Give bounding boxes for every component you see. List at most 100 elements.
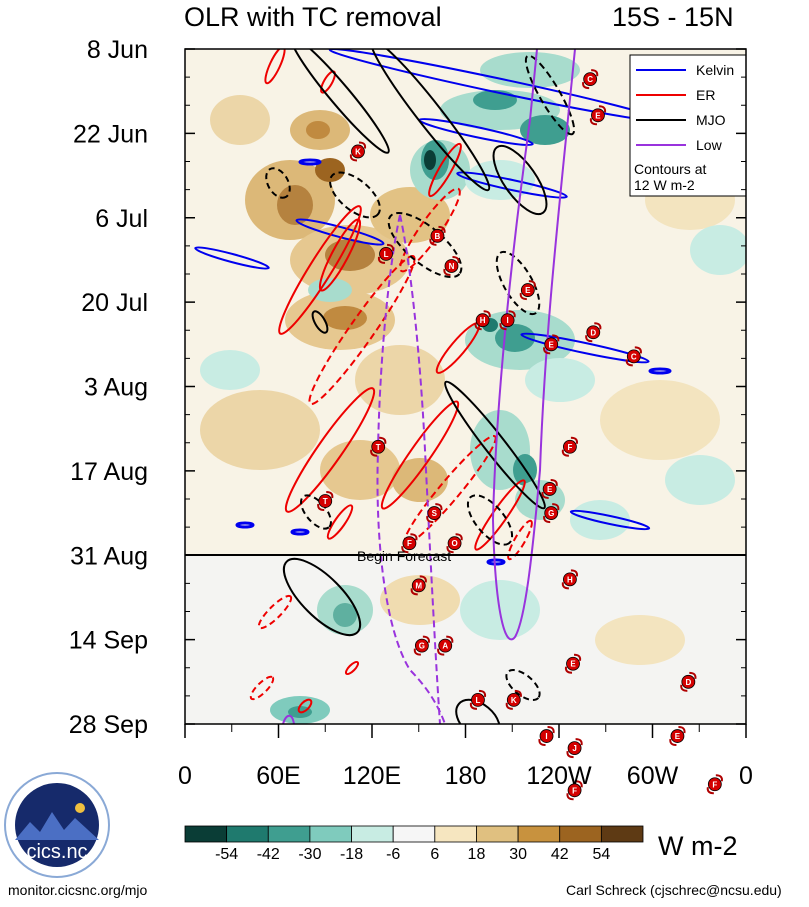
legend-label-er: ER bbox=[696, 87, 715, 103]
tc-marker: L bbox=[469, 689, 487, 710]
mjo-contour bbox=[444, 380, 546, 510]
kelvin-contour bbox=[194, 246, 270, 270]
x-tick-label: 120E bbox=[343, 762, 401, 790]
kelvin-contour bbox=[520, 332, 650, 364]
tc-marker: K bbox=[505, 689, 522, 710]
low-frequency-contour bbox=[491, 49, 576, 641]
colorbar-tick-label: 18 bbox=[468, 846, 486, 863]
colorbar-bin bbox=[559, 825, 602, 843]
colorbar-tick-label: 42 bbox=[551, 846, 569, 863]
y-tick-label: 14 Sep bbox=[69, 627, 148, 655]
tc-letter: T bbox=[323, 497, 328, 506]
source-url[interactable]: monitor.cicsnc.org/mjo bbox=[8, 882, 148, 898]
x-tick-label: 0 bbox=[178, 762, 192, 790]
low-frequency-contour bbox=[282, 714, 295, 724]
tc-marker: J bbox=[566, 738, 583, 759]
tc-marker: E bbox=[669, 726, 686, 747]
mjo-contour bbox=[265, 167, 291, 199]
tropical-cyclone-markers: C E K B L N E H I D E C T F E T G S F O H M G A E D L K E I J F F bbox=[317, 69, 723, 801]
kelvin-contour bbox=[295, 218, 385, 246]
forecast-label: Begin Forecast bbox=[357, 548, 451, 564]
colorbar-tick-label: -18 bbox=[340, 846, 363, 863]
mjo-contour bbox=[329, 171, 381, 219]
tc-letter: F bbox=[567, 443, 572, 452]
tc-marker: G bbox=[543, 503, 560, 524]
tc-marker: C bbox=[582, 69, 599, 90]
tc-marker: T bbox=[370, 436, 387, 457]
tc-letter: L bbox=[384, 250, 389, 259]
tc-marker: L bbox=[377, 243, 395, 264]
kelvin-contour bbox=[569, 509, 651, 531]
tc-letter: H bbox=[567, 575, 573, 584]
tc-marker: K bbox=[349, 141, 367, 162]
colorbar-tick-label: 6 bbox=[430, 846, 439, 863]
colorbar-unit: W m-2 bbox=[658, 831, 737, 861]
x-tick-label: 0 bbox=[739, 762, 753, 790]
tc-letter: J bbox=[572, 744, 576, 753]
tc-marker: A bbox=[437, 635, 454, 656]
tc-letter: E bbox=[549, 340, 555, 349]
tc-marker: E bbox=[519, 280, 536, 301]
colorbar-tick-label: 30 bbox=[509, 846, 527, 863]
mjo-contour bbox=[466, 494, 514, 546]
er-contour bbox=[474, 479, 526, 551]
tc-letter: E bbox=[570, 660, 576, 669]
tc-letter: C bbox=[587, 75, 593, 84]
tc-letter: C bbox=[631, 352, 637, 361]
y-tick-label: 8 Jun bbox=[87, 36, 148, 64]
tc-letter: L bbox=[476, 696, 481, 705]
colorbar-tick-label: -6 bbox=[386, 846, 400, 863]
tc-marker: H bbox=[561, 569, 579, 590]
er-contour bbox=[326, 504, 354, 540]
tc-marker: M bbox=[410, 575, 427, 596]
olr-anomaly-field bbox=[185, 49, 746, 724]
chart-title: OLR with TC removal bbox=[184, 2, 442, 32]
tc-marker: F bbox=[706, 774, 723, 795]
mjo-contour bbox=[455, 698, 501, 724]
tc-letter: G bbox=[548, 509, 554, 518]
er-contour bbox=[249, 675, 275, 701]
logo-text: cics.nc bbox=[26, 841, 87, 863]
colorbar-bin bbox=[309, 825, 352, 843]
colorbar: -54 -42 -30 -18 -6 6 18 30 42 54 bbox=[184, 825, 644, 863]
tc-letter: M bbox=[415, 581, 422, 590]
legend-label-kelvin: Kelvin bbox=[696, 62, 734, 78]
er-contour bbox=[380, 400, 460, 510]
mjo-contour bbox=[495, 250, 541, 316]
tc-letter: S bbox=[432, 509, 438, 518]
y-tick-label: 3 Aug bbox=[84, 374, 148, 402]
low-frequency-contour bbox=[376, 214, 446, 724]
x-tick-label: 180 bbox=[445, 762, 487, 790]
tc-letter: F bbox=[407, 539, 412, 548]
tc-marker: T bbox=[317, 491, 334, 512]
colorbar-bin bbox=[600, 825, 644, 843]
mjo-contour bbox=[311, 310, 329, 334]
er-contour bbox=[278, 205, 362, 335]
contour-note: Contours at 12 W m-2 bbox=[634, 161, 706, 193]
y-tick-label: 17 Aug bbox=[70, 458, 148, 486]
tc-letter: K bbox=[511, 696, 517, 705]
tc-marker: C bbox=[625, 346, 642, 367]
tc-letter: E bbox=[595, 111, 601, 120]
tc-letter: O bbox=[451, 539, 457, 548]
wave-filter-contours bbox=[194, 49, 672, 724]
colorbar-bin bbox=[184, 825, 228, 843]
er-contour bbox=[308, 254, 416, 406]
mjo-contour bbox=[505, 669, 541, 701]
tc-letter: H bbox=[480, 316, 486, 325]
colorbar-bin bbox=[351, 825, 394, 843]
y-tick-label: 6 Jul bbox=[95, 205, 148, 233]
tc-letter: B bbox=[435, 232, 441, 241]
tc-letter: N bbox=[449, 262, 455, 271]
kelvin-contour bbox=[648, 367, 672, 375]
tc-letter: I bbox=[545, 732, 547, 741]
er-contour bbox=[344, 660, 360, 676]
tc-letter: D bbox=[685, 678, 691, 687]
y-tick-label: 22 Jun bbox=[73, 120, 148, 148]
tc-letter: E bbox=[547, 485, 553, 494]
legend-label-mjo: MJO bbox=[696, 112, 726, 128]
author-credit: Carl Schreck (cjschrec@ncsu.edu) bbox=[566, 882, 782, 898]
tc-marker: G bbox=[413, 635, 430, 656]
x-tick-label: 120W bbox=[526, 762, 592, 790]
